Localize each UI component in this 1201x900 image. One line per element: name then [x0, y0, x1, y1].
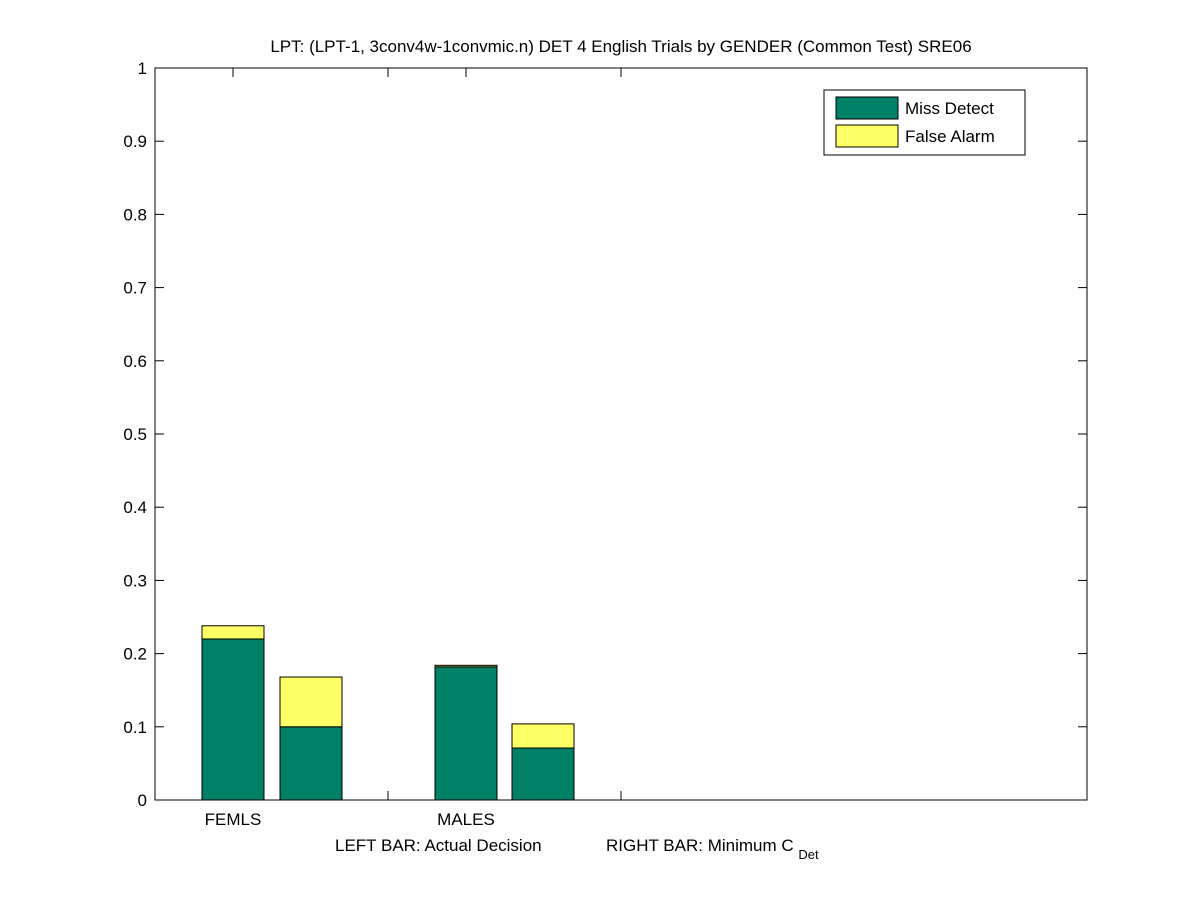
bar-segment — [434, 664, 498, 668]
y-tick-label: 0.9 — [123, 132, 147, 151]
x-tick-label: MALES — [437, 810, 495, 829]
chart-title: LPT: (LPT-1, 3conv4w-1convmic.n) DET 4 E… — [270, 37, 971, 56]
y-tick-label: 0.6 — [123, 352, 147, 371]
y-tick-label: 0.2 — [123, 645, 147, 664]
bar-segment — [201, 625, 265, 640]
x-axis-label: LEFT BAR: Actual Decision RIGHT BAR: Min… — [335, 836, 819, 862]
legend-label: False Alarm — [905, 127, 995, 146]
x-tick-label: FEMLS — [205, 810, 262, 829]
legend-swatch — [835, 124, 899, 148]
y-tick-label: 0.5 — [123, 425, 147, 444]
y-tick-label: 0 — [138, 791, 147, 810]
bar-segment — [511, 723, 575, 749]
legend-swatch — [835, 96, 899, 120]
bar-segment — [279, 726, 343, 801]
y-tick-label: 1 — [138, 59, 147, 78]
y-tick-label: 0.7 — [123, 279, 147, 298]
bar-segment — [511, 747, 575, 801]
y-tick-label: 0.8 — [123, 205, 147, 224]
x-label-right: RIGHT BAR: Minimum C — [606, 836, 794, 855]
bar-segment — [279, 676, 343, 728]
bar-segment — [434, 666, 498, 801]
y-tick-label: 0.4 — [123, 498, 147, 517]
y-tick-label: 0.3 — [123, 571, 147, 590]
x-label-subscript: Det — [798, 847, 819, 862]
y-tick-label: 0.1 — [123, 718, 147, 737]
legend-label: Miss Detect — [905, 99, 994, 118]
x-label-left: LEFT BAR: Actual Decision — [335, 836, 542, 855]
bar-segment — [201, 638, 265, 801]
